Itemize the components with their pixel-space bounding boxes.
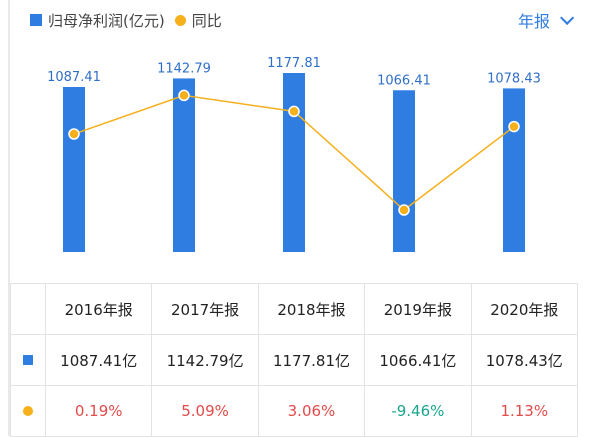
profit-row-marker-cell [10, 334, 46, 386]
table-row-profit: 1087.41亿 1142.79亿 1177.81亿 1066.41亿 1078… [10, 334, 579, 386]
yoy-cell: 3.06% [257, 385, 366, 437]
yoy-point-2020年报 [508, 120, 520, 133]
table-header-cell: 2016年报 [44, 283, 153, 335]
bar-value-label: 1078.43 [487, 71, 541, 86]
bar-legend-label: 归母净利润(亿元) [48, 11, 165, 30]
yoy-cell: 1.13% [470, 385, 579, 437]
profit-cell: 1078.43亿 [470, 334, 579, 386]
period-selector-label: 年报 [517, 12, 550, 31]
yoy-point-2019年报 [398, 204, 410, 216]
bar-2018年报 [283, 73, 305, 252]
yoy-point-2017年报 [178, 89, 190, 102]
bar-value-label: 1066.41 [377, 73, 431, 88]
profit-cell: 1142.79亿 [151, 334, 259, 386]
table-row-yoy: 0.19% 5.09% 3.06% -9.46% 1.13% [10, 385, 579, 437]
table-header-cell: 2019年报 [364, 283, 472, 335]
profit-cell: 1087.41亿 [44, 334, 153, 386]
yoy-cell: 0.19% [44, 385, 153, 437]
yoy-cell: -9.46% [364, 385, 472, 437]
bar-value-label: 1087.41 [47, 70, 101, 85]
table-corner-cell [10, 283, 46, 335]
table-header-cell: 2020年报 [470, 283, 579, 335]
line-legend-marker [174, 14, 186, 26]
left-edge-divider [8, 0, 10, 436]
profit-cell: 1066.41亿 [364, 334, 472, 386]
bar-legend-marker [30, 14, 42, 26]
table-header-row: 2016年报 2017年报 2018年报 2019年报 2020年报 [10, 283, 579, 335]
bar-value-label: 1177.81 [267, 56, 321, 71]
bar-2016年报 [63, 87, 85, 252]
yoy-point-2018年报 [288, 105, 300, 118]
bar-2017年报 [173, 78, 195, 252]
data-table: 2016年报 2017年报 2018年报 2019年报 2020年报 1087.… [10, 283, 579, 437]
table-header-cell: 2018年报 [257, 283, 366, 335]
line-legend-label: 同比 [191, 11, 222, 30]
chart-legend: 归母净利润(亿元) 同比 [30, 8, 222, 32]
yoy-row-marker-cell [10, 385, 46, 437]
yoy-cell: 5.09% [151, 385, 259, 437]
period-selector[interactable]: 年报 [517, 8, 575, 32]
bar-value-label: 1142.79 [157, 61, 211, 76]
yoy-point-2016年报 [68, 128, 80, 140]
line-series-marker [23, 406, 33, 416]
profit-chart: 1087.41 1142.79 1177.81 1066.41 1078.43 [47, 56, 541, 252]
bar-2020年报 [503, 88, 525, 252]
bar-2019年报 [393, 90, 415, 252]
bar-series-marker [23, 355, 33, 365]
profit-cell: 1177.81亿 [257, 334, 366, 386]
table-header-cell: 2017年报 [151, 283, 259, 335]
